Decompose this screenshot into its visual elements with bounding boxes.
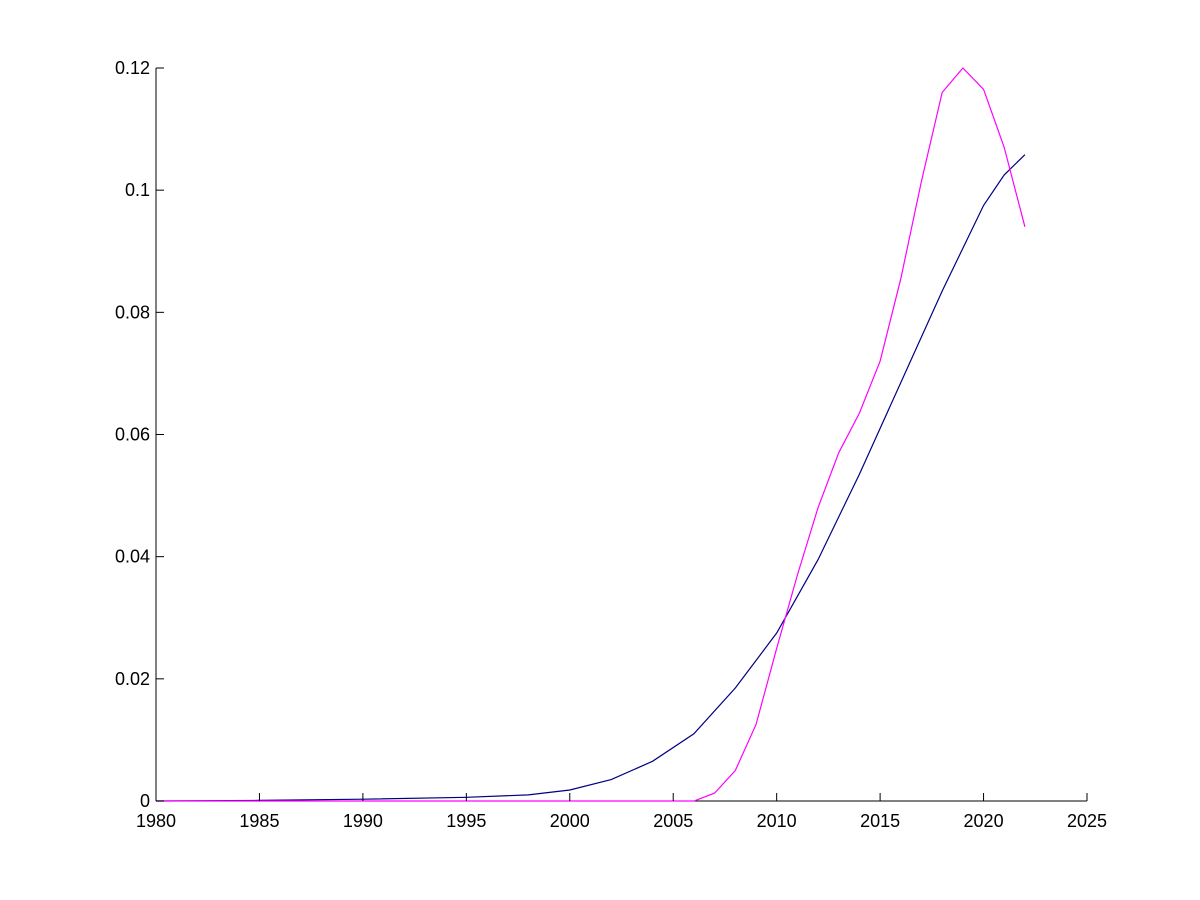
series-line-1	[155, 154, 1026, 802]
y-tick-label: 0.06	[115, 425, 150, 445]
x-tick-label: 2000	[550, 811, 590, 831]
x-tick-label: 2010	[757, 811, 797, 831]
y-tick-label: 0.02	[115, 669, 150, 689]
y-tick-label: 0	[140, 791, 150, 811]
axes	[155, 68, 1087, 802]
y-tick-label: 0.08	[115, 302, 150, 322]
y-tick-label: 0.12	[115, 58, 150, 78]
y-axis-ticks: 0 0.02 0.04 0.06 0.08 0.1 0.12	[115, 58, 164, 811]
x-tick-label: 2015	[860, 811, 900, 831]
x-tick-label: 2020	[964, 811, 1004, 831]
y-tick-label: 0.1	[125, 180, 150, 200]
series-line-2	[156, 67, 1026, 802]
x-tick-label: 1985	[239, 811, 279, 831]
x-tick-label: 2025	[1067, 811, 1107, 831]
x-tick-label: 1995	[446, 811, 486, 831]
x-axis-ticks: 1980 1985 1990 1995 2000 2005 2010 2015 2020 2025	[136, 793, 1107, 831]
x-tick-label: 1990	[343, 811, 383, 831]
series-layer	[155, 67, 1026, 802]
y-tick-label: 0.04	[115, 547, 150, 567]
x-tick-label: 1980	[136, 811, 176, 831]
x-tick-label: 2005	[653, 811, 693, 831]
